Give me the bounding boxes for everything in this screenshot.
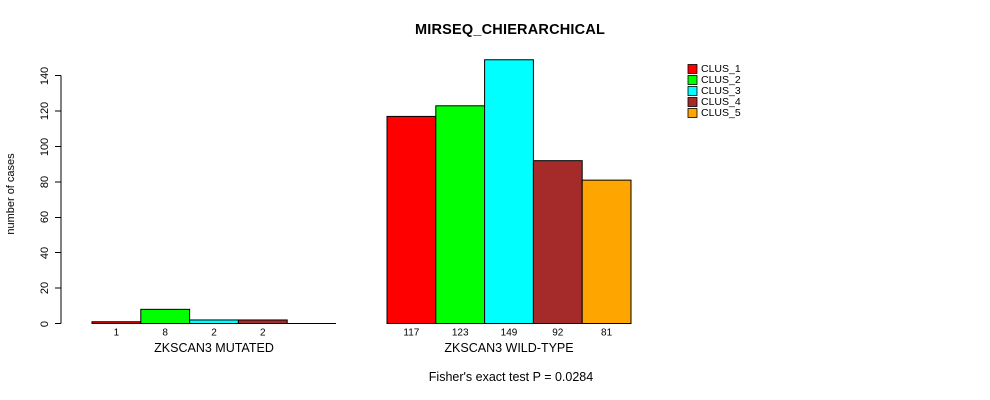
bar-clus_1-group2: [386, 115, 437, 324]
chart-title: MIRSEQ_CHIERARCHICAL: [414, 22, 606, 38]
bar-clus_4-group1: [237, 319, 288, 324]
legend-entry-label: CLUS_2: [701, 74, 741, 86]
legend-swatch-clus_4: [687, 97, 698, 107]
bar-clus_2-group1: [140, 308, 191, 324]
y-tick-label: 40: [39, 246, 51, 259]
legend-swatch-clus_5: [687, 108, 698, 118]
x-axis-group-label: ZKSCAN3 MUTATED: [154, 341, 274, 355]
legend-entry-label: CLUS_3: [701, 85, 741, 97]
bar-clus_1-group1: [91, 321, 142, 325]
legend-swatch-clus_3: [687, 86, 698, 96]
bar-clus_4-group2: [532, 160, 583, 324]
bar-value-label: 1: [113, 327, 120, 338]
bar-value-label: 81: [601, 327, 613, 338]
y-tick-label: 120: [39, 101, 51, 121]
y-tick-label: 80: [39, 175, 51, 189]
bar-value-label: 92: [552, 327, 564, 338]
bar-clus_5-group2: [581, 179, 632, 324]
x-axis-group-label: ZKSCAN3 WILD-TYPE: [444, 341, 574, 355]
bar-value-label: 2: [211, 327, 217, 338]
legend-entry-label: CLUS_5: [701, 107, 741, 119]
y-tick-label: 140: [39, 66, 51, 85]
bar-clus_3-group1: [189, 319, 239, 324]
fisher-annotation: Fisher's exact test P = 0.0284: [428, 370, 594, 384]
legend-swatch-clus_1: [687, 64, 698, 74]
legend-entry-label: CLUS_1: [701, 63, 741, 75]
y-tick-label: 0: [39, 320, 51, 327]
bar-value-label: 149: [500, 327, 518, 338]
y-axis-label: number of cases: [5, 153, 17, 235]
bar-clus_3-group2: [484, 59, 534, 325]
y-tick-label: 60: [39, 211, 51, 224]
y-tick-label: 100: [39, 137, 51, 156]
y-tick-label: 20: [39, 281, 51, 295]
bar-clus_2-group2: [435, 105, 486, 325]
bar-value-label: 8: [162, 327, 168, 338]
bar-value-label: 2: [260, 327, 266, 338]
bar-value-label: 117: [403, 327, 420, 338]
bar-value-label: 123: [451, 327, 469, 338]
legend-swatch-clus_2: [687, 75, 698, 85]
legend-entry-label: CLUS_4: [701, 96, 741, 108]
